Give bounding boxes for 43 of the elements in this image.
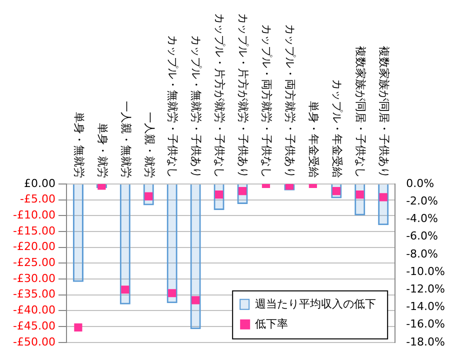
- legend-label: 低下率: [255, 317, 288, 330]
- legend-label: 週当たり平均収入の低下: [255, 297, 376, 310]
- point: [168, 289, 176, 298]
- y2-tick-label: 0.0%: [406, 176, 434, 190]
- x-tick-label: カップル・無就労・子供あり: [190, 35, 203, 178]
- y2-tick-label: -14.0%: [406, 300, 446, 314]
- y2-tick-label: -18.0%: [406, 335, 446, 348]
- point: [74, 323, 82, 332]
- x-tick-label: カップル・両方就労・子供なし: [260, 24, 274, 178]
- y-tick-label: -£40.00: [12, 304, 56, 317]
- x-tick-label: 単身・無就労: [72, 112, 86, 178]
- point: [192, 296, 200, 304]
- x-tick-label: カップル・無就労・子供なし: [166, 35, 180, 178]
- x-tick-label: 単身・年金受給: [307, 101, 320, 178]
- y2-tick-label: -12.0%: [406, 282, 446, 296]
- x-tick-label: 一人親・就労: [142, 112, 156, 178]
- x-tick-label: カップル・両方就労・子供あり: [284, 24, 297, 178]
- y-tick-label: -£30.00: [12, 272, 56, 285]
- x-tick-label: カップル・片方が就労・子供なし: [213, 13, 226, 178]
- x-tick-label: 一人親・無就労: [119, 101, 132, 178]
- x-tick-label: 複数家族が同居・子供なし: [354, 46, 368, 178]
- y-tick-label: -£50.00: [12, 335, 56, 348]
- y2-tick-label: -16.0%: [406, 318, 446, 331]
- x-tick-label: 単身・就労: [96, 123, 109, 178]
- point: [356, 190, 364, 199]
- y-tick-label: -£45.00: [12, 319, 56, 332]
- y-tick-label: -£25.00: [12, 256, 56, 270]
- x-tick-label: 複数家族が同居・子供あり: [377, 46, 390, 178]
- y2-tick-label: -6.0%: [406, 230, 438, 243]
- point: [379, 193, 388, 202]
- y-tick-label: -£35.00: [12, 288, 56, 301]
- y2-tick-label: -2.0%: [406, 194, 438, 208]
- y2-tick-label: -8.0%: [406, 247, 438, 260]
- x-tick-label: カップル・片方が就労・子供あり: [236, 13, 250, 178]
- y-tick-label: -£10.00: [12, 208, 56, 222]
- y-tick-label: -£5.00: [20, 192, 56, 206]
- y-tick-label: -£15.00: [12, 224, 56, 238]
- y2-tick-label: -4.0%: [406, 212, 438, 226]
- point: [121, 286, 130, 294]
- y2-tick-label: -10.0%: [406, 264, 446, 278]
- y-tick-label: £0.00: [24, 176, 56, 190]
- y-tick-label: -£20.00: [12, 240, 56, 254]
- x-tick-label: カップル・年金受給: [330, 79, 344, 178]
